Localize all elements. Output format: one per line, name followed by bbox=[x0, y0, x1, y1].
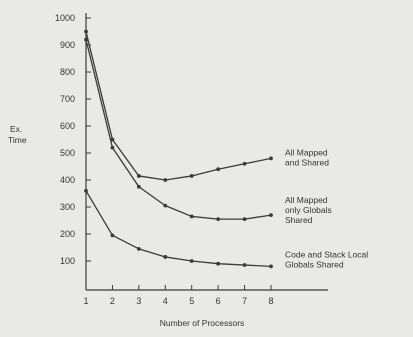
series-label-1: All Mapped and Shared bbox=[285, 147, 329, 167]
series-label-2: All Mapped only Globals Shared bbox=[285, 195, 332, 225]
y-axis-ticks: 100 200 300 400 500 600 700 800 900 1000 bbox=[55, 13, 91, 266]
series-label-line: Code and Stack Local bbox=[285, 249, 368, 259]
data-point bbox=[84, 37, 88, 42]
y-tick-label: 200 bbox=[60, 229, 75, 239]
data-point bbox=[216, 217, 221, 222]
y-axis-title-line-1: Ex. bbox=[10, 124, 22, 134]
y-tick-label: 500 bbox=[60, 148, 75, 158]
data-point bbox=[269, 213, 273, 218]
data-point bbox=[110, 233, 115, 238]
data-point bbox=[189, 259, 194, 263]
series-label-line: All Mapped bbox=[285, 147, 328, 157]
series-label-line: Globals Shared bbox=[285, 259, 344, 269]
x-tick-label: 3 bbox=[136, 296, 141, 306]
data-point bbox=[136, 184, 141, 189]
axes bbox=[85, 13, 328, 291]
data-point bbox=[163, 203, 168, 208]
x-tick-label: 1 bbox=[83, 296, 88, 306]
x-axis-title: Number of Processors bbox=[160, 318, 245, 328]
y-tick-label: 100 bbox=[60, 256, 75, 266]
series-label-line: and Shared bbox=[285, 157, 329, 167]
data-point bbox=[216, 167, 221, 172]
data-point bbox=[269, 264, 273, 269]
y-axis-title-line-2: Time bbox=[8, 135, 27, 145]
data-point bbox=[136, 174, 141, 178]
x-tick-label: 4 bbox=[163, 296, 168, 306]
data-point bbox=[136, 246, 141, 251]
x-axis-ticks: 1 2 3 4 5 6 7 8 bbox=[83, 285, 274, 306]
series-3 bbox=[84, 188, 273, 269]
y-tick-label: 700 bbox=[60, 94, 75, 104]
data-point bbox=[242, 161, 247, 166]
series-line bbox=[85, 31, 272, 181]
data-point bbox=[189, 174, 194, 178]
series-line bbox=[85, 39, 272, 220]
data-point bbox=[110, 137, 115, 142]
data-point bbox=[110, 145, 115, 150]
data-point bbox=[84, 29, 88, 34]
data-point bbox=[242, 217, 247, 222]
y-tick-label: 400 bbox=[60, 175, 75, 185]
x-tick-label: 8 bbox=[268, 296, 273, 306]
series-label-3: Code and Stack Local Globals Shared bbox=[285, 249, 368, 269]
y-tick-label: 900 bbox=[60, 40, 75, 50]
y-tick-label: 600 bbox=[60, 121, 75, 131]
data-point bbox=[163, 255, 168, 259]
x-tick-label: 7 bbox=[242, 296, 247, 306]
series-layer bbox=[84, 29, 273, 269]
y-tick-label: 300 bbox=[60, 202, 75, 212]
series-label-line: only Globals bbox=[285, 205, 332, 215]
y-tick-label: 800 bbox=[60, 67, 75, 77]
data-point bbox=[189, 214, 194, 219]
series-label-line: All Mapped bbox=[285, 195, 328, 205]
data-point bbox=[163, 178, 168, 182]
x-tick-label: 5 bbox=[189, 296, 194, 306]
series-2 bbox=[84, 37, 273, 222]
series-label-line: Shared bbox=[285, 215, 313, 225]
series-1 bbox=[84, 29, 273, 182]
data-point bbox=[242, 263, 247, 267]
data-point bbox=[269, 156, 273, 161]
y-tick-label: 1000 bbox=[55, 13, 75, 23]
series-line bbox=[85, 190, 272, 268]
data-point bbox=[84, 188, 88, 193]
x-tick-label: 6 bbox=[216, 296, 221, 306]
data-point bbox=[216, 261, 221, 266]
x-tick-label: 2 bbox=[110, 296, 115, 306]
